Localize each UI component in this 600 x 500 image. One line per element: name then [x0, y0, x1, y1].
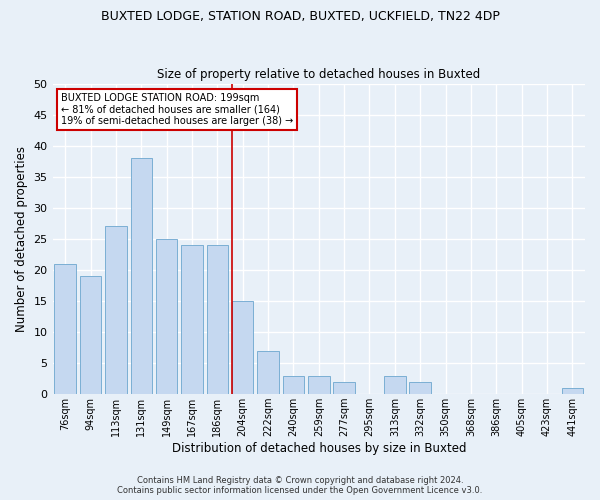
Bar	[105, 226, 127, 394]
Title: Size of property relative to detached houses in Buxted: Size of property relative to detached ho…	[157, 68, 481, 81]
Bar	[181, 245, 203, 394]
Text: Contains HM Land Registry data © Crown copyright and database right 2024.
Contai: Contains HM Land Registry data © Crown c…	[118, 476, 482, 495]
Text: BUXTED LODGE, STATION ROAD, BUXTED, UCKFIELD, TN22 4DP: BUXTED LODGE, STATION ROAD, BUXTED, UCKF…	[101, 10, 499, 23]
Bar	[384, 376, 406, 394]
X-axis label: Distribution of detached houses by size in Buxted: Distribution of detached houses by size …	[172, 442, 466, 455]
Bar	[308, 376, 329, 394]
Bar	[232, 301, 253, 394]
Bar	[156, 239, 178, 394]
Y-axis label: Number of detached properties: Number of detached properties	[15, 146, 28, 332]
Bar	[80, 276, 101, 394]
Bar	[257, 350, 279, 394]
Bar	[562, 388, 583, 394]
Text: BUXTED LODGE STATION ROAD: 199sqm
← 81% of detached houses are smaller (164)
19%: BUXTED LODGE STATION ROAD: 199sqm ← 81% …	[61, 93, 293, 126]
Bar	[55, 264, 76, 394]
Bar	[283, 376, 304, 394]
Bar	[409, 382, 431, 394]
Bar	[334, 382, 355, 394]
Bar	[131, 158, 152, 394]
Bar	[206, 245, 228, 394]
